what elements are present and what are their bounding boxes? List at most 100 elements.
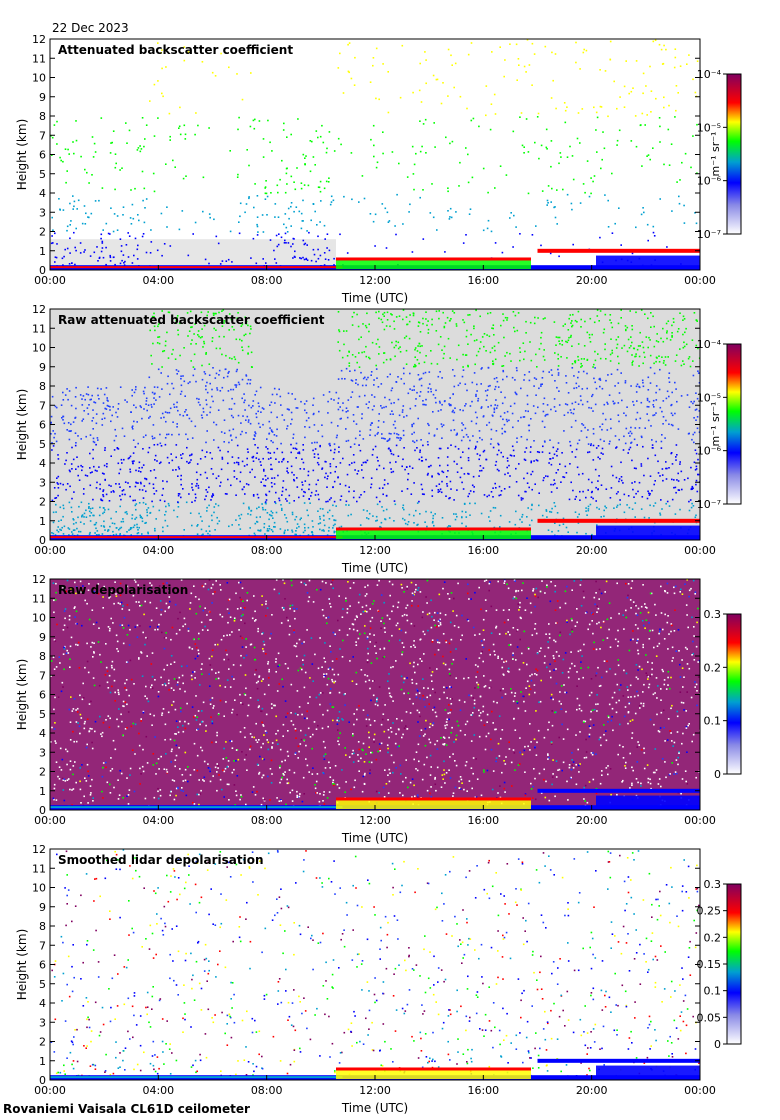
speckle xyxy=(555,107,557,110)
speckle xyxy=(78,725,81,728)
speckle xyxy=(676,710,679,713)
speckle xyxy=(237,361,240,364)
speckle xyxy=(432,688,434,690)
speckle xyxy=(549,439,551,441)
speckle xyxy=(161,684,164,686)
speckle xyxy=(221,456,224,459)
speckle xyxy=(72,458,75,461)
speckle xyxy=(640,605,643,608)
speckle xyxy=(523,477,525,480)
speckle xyxy=(119,386,122,388)
speckle xyxy=(603,147,606,150)
speckle xyxy=(264,187,266,189)
speckle xyxy=(693,461,696,464)
speckle xyxy=(647,678,649,680)
speckle xyxy=(532,797,534,799)
speckle xyxy=(279,395,282,398)
speckle xyxy=(444,709,447,711)
speckle xyxy=(367,652,369,655)
speckle xyxy=(542,355,545,358)
colorbar-tick-label: 10⁻⁵ xyxy=(697,391,721,404)
speckle xyxy=(394,427,397,429)
speckle xyxy=(312,397,315,400)
speckle xyxy=(563,476,566,479)
speckle xyxy=(183,124,186,127)
speckle xyxy=(195,719,198,721)
speckle xyxy=(245,483,248,485)
speckle xyxy=(373,738,375,741)
speckle xyxy=(151,391,154,394)
speckle xyxy=(527,192,530,195)
speckle xyxy=(390,731,393,733)
speckle xyxy=(402,517,404,520)
speckle xyxy=(629,435,631,437)
speckle xyxy=(122,254,125,256)
speckle xyxy=(279,178,281,181)
speckle xyxy=(395,340,397,343)
speckle xyxy=(581,388,584,390)
speckle xyxy=(213,327,215,330)
speckle xyxy=(158,396,161,398)
speckle xyxy=(489,520,491,522)
speckle xyxy=(572,243,574,246)
speckle xyxy=(531,519,533,522)
speckle xyxy=(99,483,101,486)
speckle xyxy=(153,190,156,193)
y-tick-label: 4 xyxy=(39,187,46,200)
speckle xyxy=(117,779,119,781)
speckle xyxy=(670,623,673,625)
speckle xyxy=(609,440,611,443)
speckle xyxy=(660,337,662,340)
speckle xyxy=(370,371,373,373)
speckle xyxy=(265,262,267,264)
speckle xyxy=(680,364,683,367)
speckle xyxy=(174,603,177,606)
speckle xyxy=(291,418,293,421)
speckle xyxy=(265,731,268,734)
speckle xyxy=(313,453,316,455)
speckle xyxy=(460,467,463,469)
speckle xyxy=(567,392,570,394)
speckle xyxy=(419,120,421,122)
speckle xyxy=(655,391,657,394)
speckle xyxy=(506,317,509,319)
speckle xyxy=(208,363,211,365)
speckle xyxy=(371,408,374,411)
speckle xyxy=(252,460,255,462)
speckle xyxy=(655,360,657,363)
speckle xyxy=(72,529,75,531)
speckle xyxy=(461,481,463,484)
speckle xyxy=(356,361,358,364)
speckle xyxy=(81,398,83,400)
speckle xyxy=(217,504,220,507)
speckle xyxy=(541,514,544,517)
speckle xyxy=(695,465,698,468)
speckle xyxy=(587,505,590,508)
speckle xyxy=(310,219,312,222)
speckle xyxy=(264,192,267,195)
speckle xyxy=(356,473,359,475)
y-tick-label: 8 xyxy=(39,380,46,393)
speckle xyxy=(164,443,167,446)
speckle xyxy=(413,163,416,166)
speckle xyxy=(618,129,621,132)
speckle xyxy=(345,440,348,442)
cloud-layer-evening xyxy=(596,255,700,270)
speckle xyxy=(303,184,306,186)
speckle xyxy=(436,428,438,430)
speckle xyxy=(557,442,560,444)
speckle xyxy=(433,434,436,436)
speckle xyxy=(378,487,381,490)
speckle xyxy=(73,231,75,234)
speckle xyxy=(233,356,236,358)
speckle xyxy=(213,218,215,221)
speckle xyxy=(453,513,455,515)
speckle xyxy=(549,252,552,255)
speckle xyxy=(199,458,202,460)
speckle xyxy=(358,352,360,354)
speckle xyxy=(101,247,104,249)
speckle xyxy=(616,144,618,146)
speckle xyxy=(270,457,272,459)
speckle xyxy=(171,353,173,355)
speckle xyxy=(672,424,674,427)
